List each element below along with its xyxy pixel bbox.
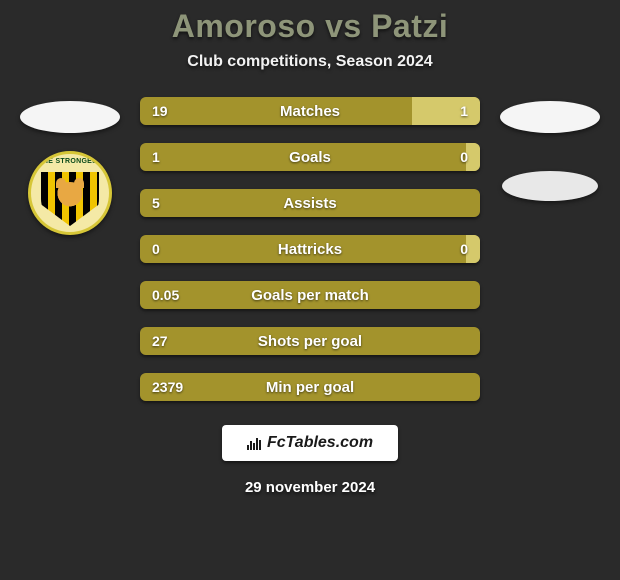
stat-label: Matches: [140, 97, 480, 125]
right-club-oval: [502, 171, 598, 201]
stat-row: 0Hattricks0: [140, 235, 480, 263]
left-flag-oval: [20, 101, 120, 133]
stat-right-value: 0: [460, 143, 468, 171]
right-side: [500, 97, 600, 201]
brand-text: FcTables.com: [267, 434, 373, 452]
left-club-badge: THE STRONGEST: [28, 151, 112, 235]
stat-right-value: 0: [460, 235, 468, 263]
footer-date: 29 november 2024: [245, 479, 375, 496]
brand-badge[interactable]: FcTables.com: [222, 425, 398, 461]
stat-label: Goals: [140, 143, 480, 171]
comparison-infographic: Amoroso vs Patzi Club competitions, Seas…: [0, 0, 620, 580]
right-flag-oval: [500, 101, 600, 133]
badge-text: THE STRONGEST: [31, 158, 109, 165]
stat-bars: 19Matches11Goals05Assists0Hattricks00.05…: [140, 97, 480, 401]
stat-row: 2379Min per goal: [140, 373, 480, 401]
stat-right-value: 1: [460, 97, 468, 125]
page-title: Amoroso vs Patzi: [172, 8, 449, 45]
badge-tiger-icon: [54, 182, 86, 210]
left-side: THE STRONGEST: [20, 97, 120, 235]
page-subtitle: Club competitions, Season 2024: [187, 53, 432, 71]
stat-row: 0.05Goals per match: [140, 281, 480, 309]
content-row: THE STRONGEST 19Matches11Goals05Assists0…: [0, 97, 620, 401]
stat-label: Assists: [140, 189, 480, 217]
stat-row: 1Goals0: [140, 143, 480, 171]
chart-icon: [247, 436, 261, 450]
stat-label: Hattricks: [140, 235, 480, 263]
stat-row: 19Matches1: [140, 97, 480, 125]
stat-label: Min per goal: [140, 373, 480, 401]
stat-row: 5Assists: [140, 189, 480, 217]
stat-label: Goals per match: [140, 281, 480, 309]
stat-label: Shots per goal: [140, 327, 480, 355]
stat-row: 27Shots per goal: [140, 327, 480, 355]
